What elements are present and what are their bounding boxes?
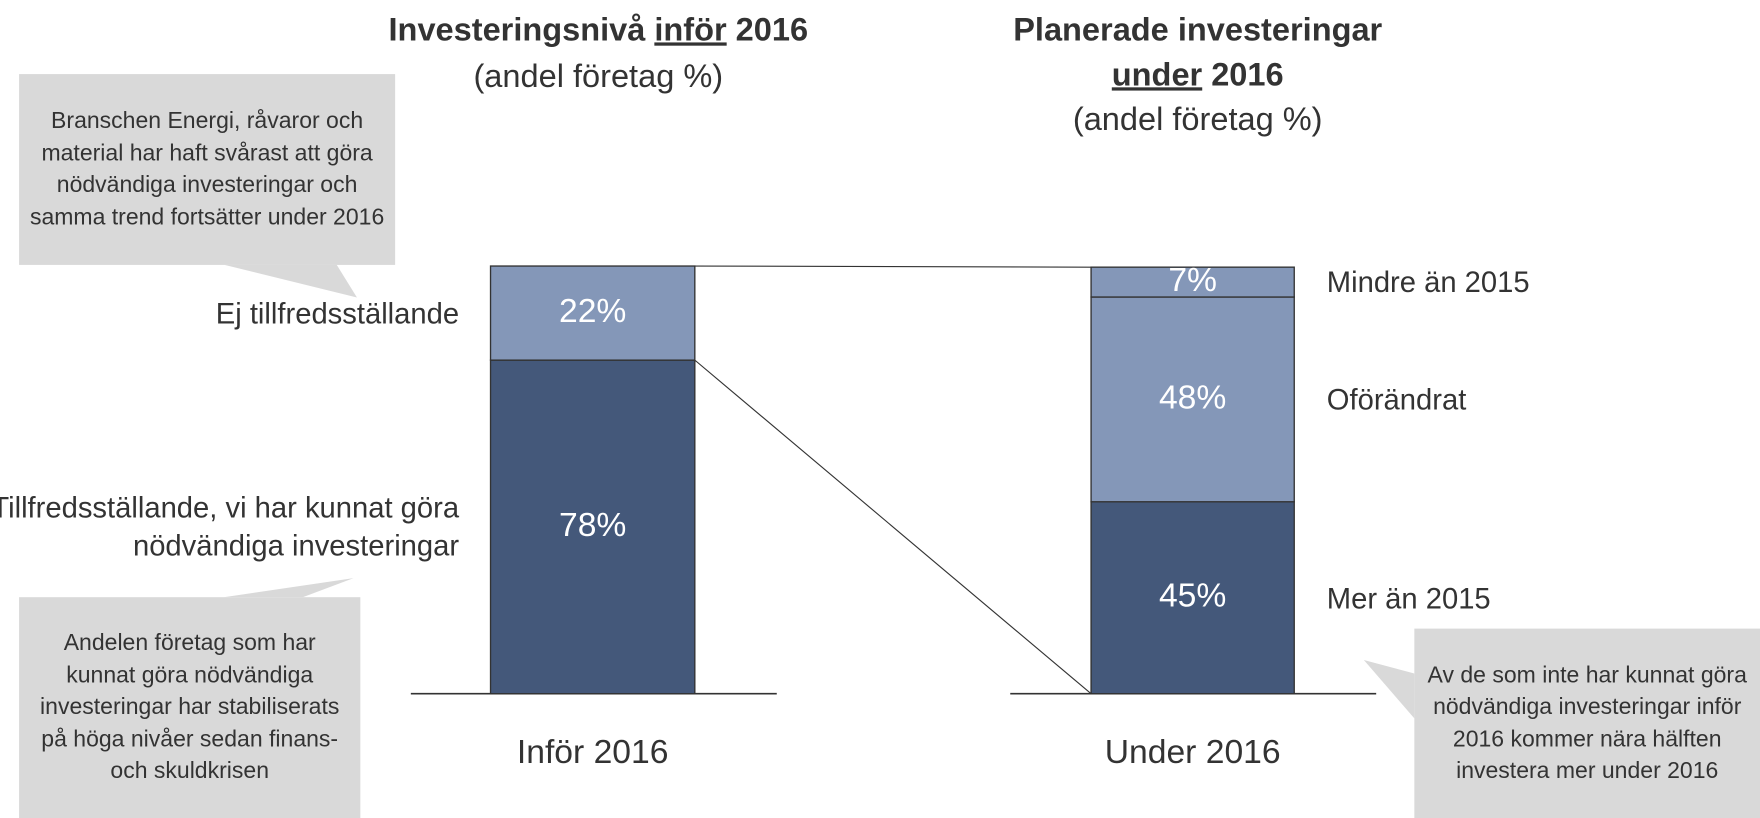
callout-tail	[224, 578, 354, 598]
callout-tail	[224, 264, 357, 298]
title-part: inför	[654, 11, 727, 47]
title-part: 2016	[1211, 56, 1283, 92]
chart-title: Planerade investeringar	[1013, 11, 1382, 47]
value-label: 7%	[1168, 262, 1217, 299]
series-label: Oförändrat	[1326, 382, 1467, 417]
title-part: Planerade investeringar	[1013, 11, 1382, 47]
connector	[694, 265, 1092, 268]
chart-title: under 2016	[1112, 56, 1284, 92]
x-tick-label: Inför 2016	[517, 734, 669, 771]
title-part: under	[1112, 56, 1203, 92]
series-label: Ej tillfredsställande	[215, 296, 460, 330]
x-tick-label: Under 2016	[1105, 734, 1281, 771]
value-label: 78%	[559, 507, 626, 544]
connector	[694, 359, 1092, 695]
callout: Andelen företag som har kunnat göra nödv…	[19, 597, 361, 818]
title-part: 2016	[736, 11, 808, 47]
value-label: 45%	[1159, 578, 1226, 615]
value-label: 22%	[559, 293, 626, 330]
bar-segment	[1090, 266, 1295, 298]
callout-tail	[1363, 660, 1415, 719]
chart-subtitle: (andel företag %)	[1073, 101, 1323, 137]
series-label: Mindre än 2015	[1326, 265, 1530, 299]
callout: Av de som inte har kunnat göra nödvändig…	[1414, 628, 1760, 818]
series-label: Tillfredsställande, vi har kunnat göra n…	[0, 490, 460, 563]
bar-segment	[1090, 501, 1295, 695]
callout: Branschen Energi, råvaror och material h…	[19, 74, 396, 265]
bar-segment	[489, 359, 696, 695]
title-part: Investeringsnivå	[389, 11, 647, 47]
chart-subtitle: (andel företag %)	[473, 58, 723, 94]
chart-title: Investeringsnivå inför 2016	[389, 11, 809, 47]
bar-segment	[1090, 296, 1295, 503]
series-label: Mer än 2015	[1326, 580, 1491, 615]
bar-segment	[489, 265, 696, 361]
value-label: 48%	[1159, 379, 1226, 416]
